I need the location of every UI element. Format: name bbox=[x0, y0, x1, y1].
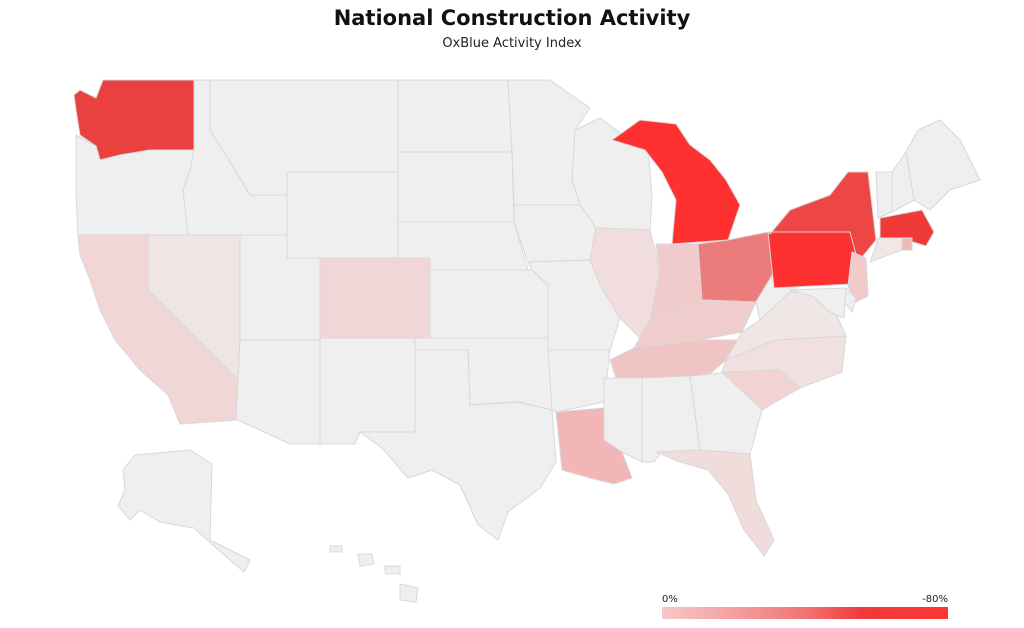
legend-color-scale bbox=[662, 607, 948, 619]
state-new-mexico[interactable]: New Mexico bbox=[319, 337, 416, 445]
state-north-dakota[interactable]: North Dakota bbox=[397, 79, 513, 153]
state-florida[interactable]: Florida bbox=[655, 449, 775, 557]
legend-min-label: 0% bbox=[662, 594, 678, 605]
legend: 0% -80% bbox=[662, 594, 948, 624]
state-maine[interactable]: Maine bbox=[905, 119, 981, 211]
state-iowa[interactable]: Iowa bbox=[513, 204, 597, 263]
state-south-dakota[interactable]: South Dakota bbox=[397, 151, 515, 223]
legend-max-label: -80% bbox=[922, 594, 948, 605]
state-connecticut[interactable]: Connecticut bbox=[869, 237, 903, 263]
map-subtitle: OxBlue Activity Index bbox=[442, 36, 582, 51]
state-new-york[interactable]: New York bbox=[767, 171, 877, 263]
state-maryland[interactable]: Maryland bbox=[789, 287, 847, 319]
state-kansas[interactable]: Kansas bbox=[429, 269, 549, 339]
state-new-jersey[interactable]: New Jersey bbox=[847, 251, 869, 303]
state-wyoming[interactable]: Wyoming bbox=[286, 171, 399, 259]
state-alaska[interactable]: Alaska bbox=[117, 449, 251, 573]
map-title: National Construction Activity bbox=[333, 6, 691, 30]
state-michigan[interactable]: Michigan bbox=[611, 119, 741, 245]
state-arizona[interactable]: Arizona bbox=[235, 339, 321, 445]
state-mississippi[interactable]: Mississippi bbox=[603, 377, 643, 463]
state-rhode-island[interactable]: Rhode Island bbox=[901, 237, 913, 251]
state-texas[interactable]: Texas bbox=[359, 349, 557, 541]
state-hawaii[interactable]: Hawaii bbox=[329, 545, 419, 603]
state-vermont[interactable]: Vermont bbox=[875, 171, 893, 219]
state-arkansas[interactable]: Arkansas bbox=[547, 349, 611, 413]
states-layer: WashingtonOregonCaliforniaNevadaIdahoMon… bbox=[73, 79, 981, 603]
state-colorado[interactable]: Colorado bbox=[319, 257, 431, 339]
state-pennsylvania[interactable]: Pennsylvania bbox=[767, 231, 863, 289]
